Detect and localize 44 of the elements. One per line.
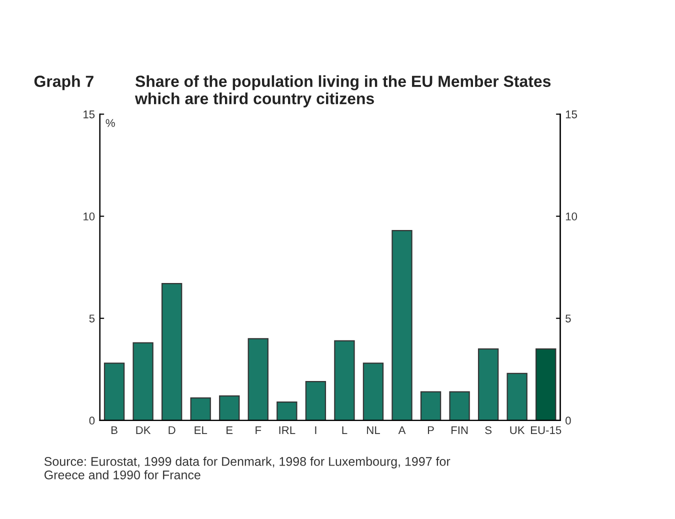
bar [478,348,499,420]
y2-tick-label: 10 [566,212,578,220]
y2-tick-label: 0 [566,416,571,425]
bar [132,342,154,420]
y-tick-label: 5 [89,314,95,322]
x-tick-label: EU-15 [531,426,562,434]
bar [334,340,355,420]
bar [536,348,556,420]
chart-title: Graph 7 [34,75,94,90]
x-tick-label: DK [136,426,151,434]
bar [305,381,326,420]
y-tick-label: 10 [84,212,95,220]
x-tick-label: IRL [279,426,296,434]
x-tick-label: P [428,426,434,434]
x-tick-label: EL [194,426,208,434]
bar [449,391,470,420]
bar [219,395,240,420]
chart-subtitle: Share of the population living in the EU Member States which are third country citizens [134,75,551,108]
bar [104,362,125,420]
bar [190,397,211,420]
bar [392,230,412,420]
bar [506,372,528,420]
bar [161,283,182,420]
y-tick-label: 0 [89,416,95,425]
x-tick-label: S [485,426,492,434]
y-tick-label: 15 [84,110,95,118]
x-tick-label: FIN [452,426,468,434]
x-tick-label: D [168,426,176,434]
source-note: Source: Eurostat, 1999 data for Denmark, 1998 for Luxembourg, 1997 for Greece and 1990 for France [44,456,450,480]
x-tick-label: UK [510,426,525,434]
bar [362,362,384,420]
y-axis-title: % [106,119,115,127]
x-tick-label: A [398,426,406,434]
bar [248,338,268,420]
x-tick-label: I [315,426,316,434]
x-tick-label: B [111,426,118,434]
y2-tick-label: 15 [566,110,578,118]
bar [276,401,298,420]
bar [420,391,442,420]
y2-tick-label: 5 [566,314,571,322]
x-tick-label: NL [367,426,380,434]
x-tick-label: F [256,426,262,434]
x-tick-label: E [226,426,233,434]
x-tick-label: L [342,426,348,434]
